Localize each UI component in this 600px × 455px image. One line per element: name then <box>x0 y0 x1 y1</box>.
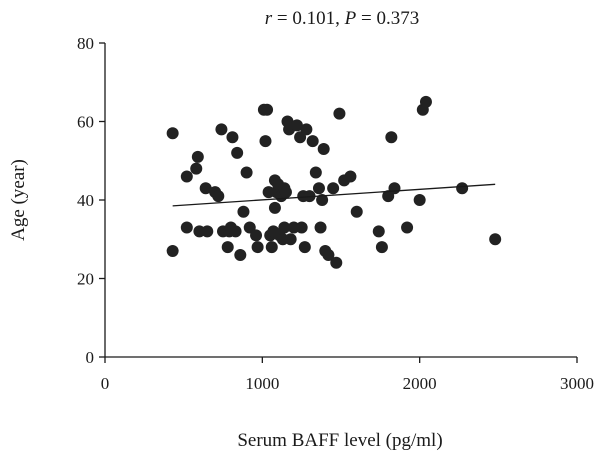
data-point <box>215 123 228 136</box>
data-point <box>261 103 274 116</box>
data-point <box>278 221 291 234</box>
x-tick-label: 0 <box>101 374 110 393</box>
data-point <box>312 182 325 195</box>
title-p-value: = 0.373 <box>356 8 419 29</box>
title-r-symbol: r <box>265 8 273 29</box>
data-point <box>322 248 335 261</box>
data-point <box>201 225 214 238</box>
axes <box>104 43 577 358</box>
x-ticks: 0 1000 2000 3000 <box>101 357 594 393</box>
data-point <box>231 146 244 159</box>
data-point <box>333 107 346 120</box>
data-point <box>298 241 311 254</box>
data-point <box>180 221 193 234</box>
data-point <box>413 194 426 206</box>
title-r-value: = 0.101, <box>272 8 344 29</box>
data-point <box>191 150 204 163</box>
data-point <box>295 221 308 234</box>
data-point <box>251 241 264 254</box>
data-point <box>344 170 357 183</box>
chart-title: r = 0.101, P = 0.373 <box>265 8 419 29</box>
data-point <box>385 131 398 144</box>
data-point <box>330 256 343 269</box>
y-tick-label: 0 <box>86 348 95 367</box>
y-axis-label: Age (year) <box>8 159 29 241</box>
data-point <box>237 205 250 218</box>
data-point <box>456 182 469 195</box>
data-point <box>489 233 502 246</box>
data-point <box>166 127 179 140</box>
data-point <box>372 225 385 238</box>
data-point <box>234 248 247 261</box>
data-point <box>240 166 253 179</box>
data-point <box>166 245 179 258</box>
data-point <box>259 135 272 148</box>
title-p-symbol: P <box>344 8 357 29</box>
data-point <box>265 241 278 254</box>
data-point <box>279 186 292 199</box>
y-ticks: 0 20 40 60 80 <box>77 34 105 367</box>
data-point <box>221 241 234 254</box>
data-point <box>180 170 193 183</box>
data-point <box>268 201 281 214</box>
data-point <box>327 182 340 195</box>
data-point <box>317 142 330 155</box>
data-point <box>250 229 263 242</box>
y-tick-label: 20 <box>77 270 94 289</box>
data-point <box>226 131 239 144</box>
data-point <box>316 194 329 206</box>
y-tick-label: 80 <box>77 34 94 53</box>
y-tick-label: 60 <box>77 113 94 132</box>
data-point <box>401 221 414 234</box>
data-point <box>212 190 225 203</box>
data-point <box>350 205 363 218</box>
data-point <box>419 95 432 108</box>
data-point <box>190 162 203 175</box>
x-tick-label: 1000 <box>245 374 279 393</box>
data-point <box>306 135 319 148</box>
data-point <box>388 182 401 195</box>
y-tick-label: 40 <box>77 191 94 210</box>
x-axis-label: Serum BAFF level (pg/ml) <box>237 430 442 451</box>
x-tick-label: 2000 <box>403 374 437 393</box>
data-point <box>314 221 327 234</box>
trendline <box>172 183 496 207</box>
data-points <box>166 95 502 269</box>
data-point <box>229 225 242 238</box>
data-point <box>375 241 388 254</box>
data-point <box>199 182 212 195</box>
x-tick-label: 3000 <box>560 374 594 393</box>
data-point <box>300 123 313 136</box>
data-point <box>290 119 303 132</box>
data-point <box>309 166 322 179</box>
data-point <box>284 233 297 246</box>
